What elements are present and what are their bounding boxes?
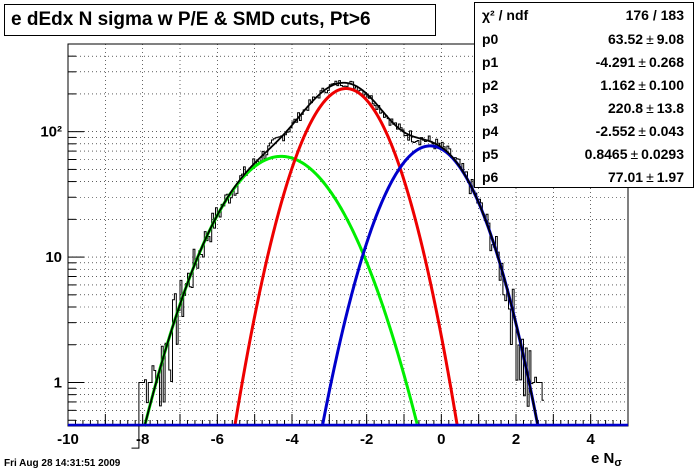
param-value-with-error: 220.8 ±13.8 (608, 100, 684, 116)
grid-lines (68, 43, 628, 426)
param-value: 0.8465 (584, 145, 628, 162)
param-value: 77.01 (608, 168, 644, 185)
param-error: 0.0293 (641, 145, 684, 162)
param-error: 0.100 (648, 76, 684, 93)
param-value-with-error: 1.162 ±0.100 (600, 77, 684, 93)
fit-curves (68, 81, 628, 427)
plus-minus-symbol: ± (646, 99, 654, 116)
param-name: p6 (482, 168, 499, 185)
stats-param-row: p0 63.52 ±9.08 (475, 27, 693, 50)
param-value: 220.8 (608, 99, 644, 116)
param-value-with-error: 0.8465 ±0.0293 (585, 146, 684, 162)
stats-param-row: p5 0.8465 ±0.0293 (475, 142, 693, 165)
x-tick-label: -8 (136, 431, 149, 448)
y-tick-label: 10² (40, 124, 62, 141)
x-axis-label-sub: σ (614, 457, 622, 469)
stats-param-row: p1 -4.291 ±0.268 (475, 50, 693, 73)
plus-minus-symbol: ± (646, 168, 654, 185)
param-name: p3 (482, 99, 499, 116)
x-tick-label: -6 (211, 431, 224, 448)
param-value: 63.52 (608, 30, 644, 47)
stats-param-row: p3 220.8 ±13.8 (475, 96, 693, 119)
plus-minus-symbol: ± (638, 76, 646, 93)
x-tick-label: 4 (586, 431, 595, 448)
param-error: 0.043 (648, 122, 684, 139)
param-value-with-error: -4.291 ±0.268 (596, 54, 684, 70)
fit-stats-box: χ² / ndf 176 / 183 p0 63.52 ±9.08 p1 -4.291 ±… (474, 2, 694, 188)
chi2-value: 176 / 183 (625, 7, 684, 23)
param-value: -4.291 (595, 53, 636, 70)
param-name: p5 (482, 145, 499, 162)
param-value: -2.552 (595, 122, 636, 139)
param-name: p2 (482, 76, 499, 93)
stats-param-rows: p0 63.52 ±9.08 p1 -4.291 ±0.268 p2 1.162 ±0.100 p… (475, 27, 693, 188)
plus-minus-symbol: ± (638, 53, 646, 70)
stats-header-row: χ² / ndf 176 / 183 (475, 3, 693, 27)
param-value-with-error: 77.01 ±1.97 (608, 169, 684, 185)
plus-minus-symbol: ± (630, 145, 639, 162)
param-value-with-error: 63.52 ±9.08 (608, 31, 684, 47)
param-error: 0.268 (648, 53, 684, 70)
x-axis-label-main: e N (591, 450, 615, 467)
param-name: p4 (482, 122, 499, 139)
chi2-label: χ² / ndf (482, 7, 529, 23)
param-name: p0 (482, 30, 499, 47)
y-tick-label: 10 (45, 249, 62, 266)
stats-param-row: p2 1.162 ±0.100 (475, 73, 693, 96)
x-tick-label: 0 (437, 431, 445, 448)
stats-param-row: p4 -2.552 ±0.043 (475, 119, 693, 142)
param-error: 13.8 (656, 99, 684, 116)
plus-minus-symbol: ± (638, 122, 646, 139)
plot-title: e dEdx N sigma w P/E & SMD cuts, Pt>6 (4, 4, 436, 36)
y-tick-label: 1 (54, 375, 62, 392)
x-tick-label: -4 (285, 431, 299, 448)
red-fit-curve (233, 87, 459, 426)
x-tick-label: -10 (57, 431, 79, 448)
param-name: p1 (482, 53, 499, 70)
stats-param-row: p6 77.01 ±1.97 (475, 165, 693, 188)
tick-labels: -10 -8 -6 -4 -2 0 2 4 1 10 10² (40, 124, 595, 448)
plus-minus-symbol: ± (646, 30, 654, 47)
x-tick-label: 2 (512, 431, 520, 448)
param-value: 1.162 (600, 76, 636, 93)
total-fit-curve (143, 81, 539, 427)
x-tick-label: -2 (360, 431, 373, 448)
param-error: 9.08 (656, 30, 684, 47)
param-error: 1.97 (656, 168, 684, 185)
x-axis-label: e Nσ (591, 450, 622, 469)
timestamp: Fri Aug 28 14:31:51 2009 (4, 458, 121, 469)
param-value-with-error: -2.552 ±0.043 (596, 123, 684, 139)
